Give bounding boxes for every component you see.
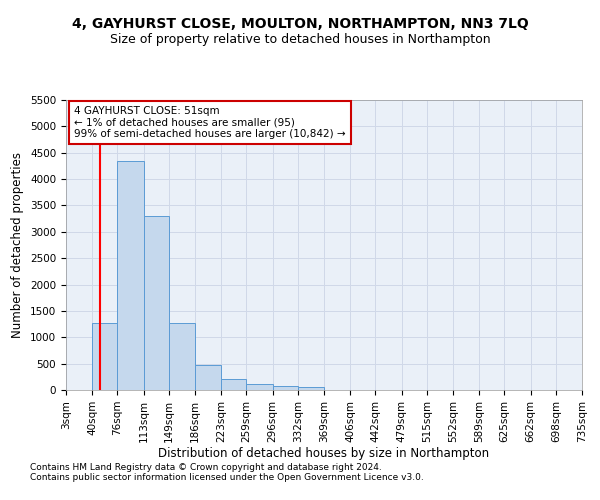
Y-axis label: Number of detached properties: Number of detached properties [11, 152, 25, 338]
Bar [169, 322, 195, 390]
Bar [247, 384, 272, 390]
Text: 4, GAYHURST CLOSE, MOULTON, NORTHAMPTON, NN3 7LQ: 4, GAYHURST CLOSE, MOULTON, NORTHAMPTON,… [71, 18, 529, 32]
X-axis label: Distribution of detached houses by size in Northampton: Distribution of detached houses by size … [158, 448, 490, 460]
Text: Size of property relative to detached houses in Northampton: Size of property relative to detached ho… [110, 32, 490, 46]
Bar [92, 322, 118, 390]
Bar [118, 160, 143, 390]
Bar [195, 364, 221, 390]
Bar [143, 216, 169, 390]
Text: Contains HM Land Registry data © Crown copyright and database right 2024.: Contains HM Land Registry data © Crown c… [30, 464, 382, 472]
Text: 4 GAYHURST CLOSE: 51sqm
← 1% of detached houses are smaller (95)
99% of semi-det: 4 GAYHURST CLOSE: 51sqm ← 1% of detached… [74, 106, 346, 139]
Bar [298, 388, 324, 390]
Bar [272, 386, 298, 390]
Text: Contains public sector information licensed under the Open Government Licence v3: Contains public sector information licen… [30, 474, 424, 482]
Bar [221, 380, 247, 390]
